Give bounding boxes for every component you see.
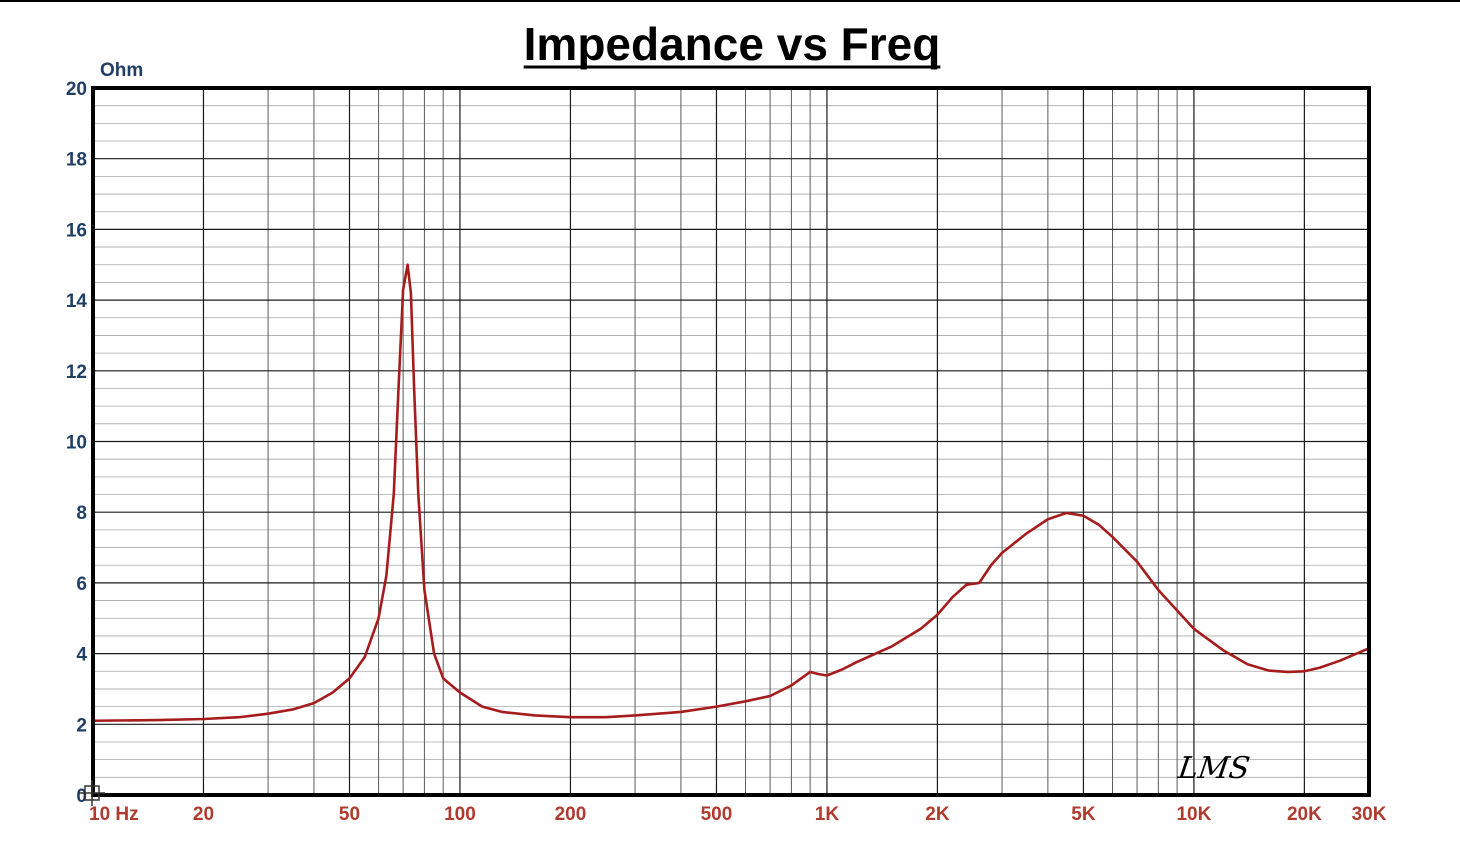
- y-tick-label: 16: [66, 220, 87, 241]
- x-tick-label: 20K: [1287, 804, 1322, 825]
- x-tick-label: 30K: [1352, 804, 1387, 825]
- y-tick-label: 10: [66, 433, 87, 454]
- y-tick-label: 0: [76, 786, 87, 807]
- lms-logo: LMS: [1175, 751, 1252, 786]
- x-tick-label: 500: [701, 804, 733, 825]
- x-tick-label: 5K: [1071, 804, 1096, 825]
- top-frame-line: [0, 0, 1460, 2]
- x-tick-label: 10K: [1176, 804, 1211, 825]
- y-tick-label: 20: [66, 79, 87, 100]
- y-tick-label: 6: [76, 574, 87, 595]
- x-tick-label: 10 Hz: [89, 804, 139, 825]
- y-tick-label: 14: [66, 291, 88, 312]
- y-axis-unit-label: Ohm: [100, 60, 143, 81]
- x-tick-label: 1K: [815, 804, 840, 825]
- impedance-series-line: [92, 263, 1370, 723]
- x-tick-label: 20: [193, 804, 214, 825]
- x-tick-label: 100: [444, 804, 476, 825]
- crosshair-cursor-icon: [79, 780, 105, 806]
- chart-title: Impedance vs Freq: [524, 18, 941, 70]
- y-tick-label: 12: [66, 362, 87, 383]
- x-tick-label: 2K: [925, 804, 950, 825]
- y-tick-label: 2: [76, 715, 87, 736]
- y-tick-label: 4: [76, 645, 87, 666]
- x-tick-label: 200: [555, 804, 587, 825]
- y-tick-label: 18: [66, 150, 87, 171]
- y-axis-ticks: 0 2 4 6 8 10 12 14 16 18 20: [66, 79, 88, 807]
- x-axis-ticks: 10 Hz 20 50 100 200 500 1K 2K 5K 10K 20K 30K: [89, 804, 1387, 825]
- plot-area-border: [91, 86, 1371, 797]
- x-tick-label: 50: [339, 804, 360, 825]
- y-tick-label: 8: [76, 503, 87, 524]
